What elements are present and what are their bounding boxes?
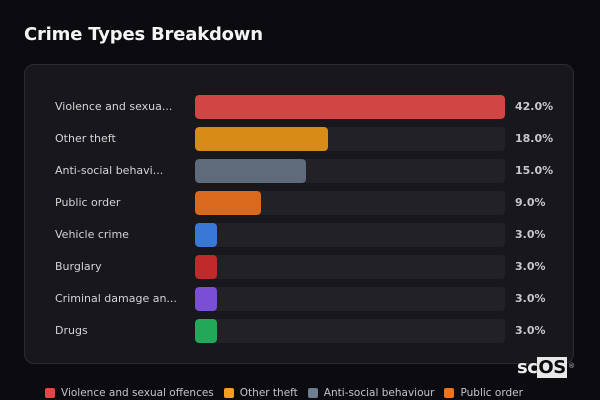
- chart-panel: Violence and sexua... 42.0% Other theft 18.…: [24, 64, 574, 364]
- bar-label: Vehicle crime: [55, 228, 129, 241]
- bar-value: 3.0%: [515, 292, 546, 305]
- bar-value: 3.0%: [515, 324, 546, 337]
- bar-value: 3.0%: [515, 260, 546, 273]
- bar-fill[interactable]: [195, 191, 262, 215]
- bar-value: 9.0%: [515, 196, 546, 209]
- bar-label: Violence and sexua...: [55, 100, 173, 113]
- bar-row: Vehicle crime 3.0%: [25, 223, 573, 247]
- legend-item[interactable]: Other theft: [223, 387, 298, 399]
- bar-value: 3.0%: [515, 228, 546, 241]
- page-title: Crime Types Breakdown: [24, 24, 263, 45]
- bar-track: [195, 159, 505, 183]
- legend-label: Other theft: [239, 387, 298, 399]
- bar-label: Drugs: [55, 324, 88, 337]
- bar-track: [195, 223, 505, 247]
- bar-fill[interactable]: [195, 95, 505, 119]
- bar-label: Other theft: [55, 132, 116, 145]
- bar-track: [195, 255, 505, 279]
- legend-swatch-icon: [45, 388, 55, 398]
- bar-track: [195, 319, 505, 343]
- legend-swatch-icon: [307, 388, 318, 398]
- bar-fill[interactable]: [195, 319, 218, 343]
- legend-label: Public order: [460, 387, 523, 399]
- bar-row: Other theft 18.0%: [25, 127, 573, 151]
- bar-row: Criminal damage an... 3.0%: [25, 287, 573, 311]
- chart-legend: Violence and sexual offences Other theft A…: [45, 386, 533, 400]
- bar-value: 15.0%: [515, 164, 554, 177]
- bar-track: [195, 127, 505, 151]
- legend-swatch-icon: [223, 388, 234, 398]
- bar-row: Anti-social behavi... 15.0%: [25, 159, 573, 183]
- legend-swatch-icon: [444, 388, 455, 398]
- bar-fill[interactable]: [195, 255, 218, 279]
- bar-label: Criminal damage an...: [55, 292, 177, 305]
- bar-fill[interactable]: [195, 223, 218, 247]
- bar-value: 42.0%: [515, 100, 554, 113]
- bar-row: Drugs 3.0%: [25, 319, 573, 343]
- registered-mark-icon: ®: [568, 362, 575, 370]
- bar-fill[interactable]: [195, 159, 306, 183]
- scos-logo: scOS ®: [517, 357, 575, 378]
- logo-sc: sc: [517, 357, 538, 378]
- bar-value: 18.0%: [515, 132, 554, 145]
- bar-row: Violence and sexua... 42.0%: [25, 95, 573, 119]
- legend-label: Violence and sexual offences: [61, 387, 214, 399]
- bar-label: Burglary: [55, 260, 102, 273]
- bar-track: [195, 287, 505, 311]
- bar-label: Public order: [55, 196, 121, 209]
- bar-track: [195, 95, 505, 119]
- bar-label: Anti-social behavi...: [55, 164, 164, 177]
- legend-label: Anti-social behaviour: [323, 387, 435, 399]
- legend-item[interactable]: Public order: [444, 387, 523, 399]
- legend-item[interactable]: Violence and sexual offences: [45, 387, 214, 399]
- bar-row: Public order 9.0%: [25, 191, 573, 215]
- bar-row: Burglary 3.0%: [25, 255, 573, 279]
- logo-os: OS: [537, 357, 567, 378]
- bar-fill[interactable]: [195, 287, 218, 311]
- bar-fill[interactable]: [195, 127, 328, 151]
- legend-item[interactable]: Anti-social behaviour: [307, 387, 435, 399]
- bar-track: [195, 191, 505, 215]
